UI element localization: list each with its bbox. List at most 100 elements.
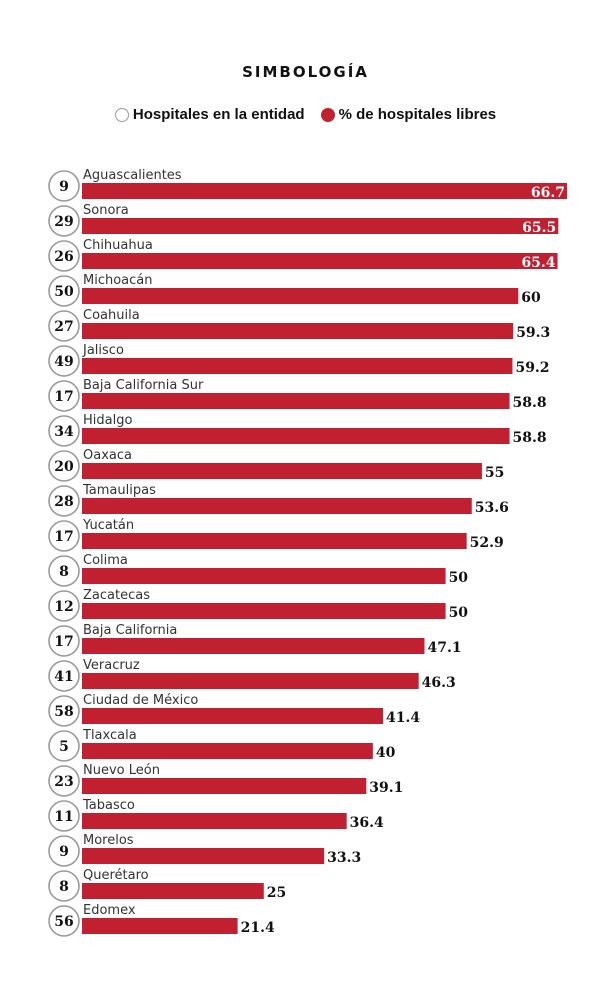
count-label: 11 [54,809,73,825]
legend-label-hospital-count: Hospitales en la entidad [132,106,305,123]
category-label: Tlaxcala [82,728,137,743]
count-circle [48,310,80,342]
value-label: 50 [449,570,469,586]
value-label: 33.3 [327,850,361,866]
bar [82,428,510,444]
count-circle [48,380,80,412]
bar [82,498,472,514]
count-label: 49 [54,354,73,370]
bar [82,638,425,654]
value-label: 55 [485,465,504,481]
value-label: 36.4 [350,815,384,831]
bar [82,288,519,304]
count-circle [48,555,80,587]
category-label: Chihuahua [83,238,153,253]
legend: Hospitales en la entidad % de hospitales… [0,106,611,123]
bar [82,883,264,899]
value-label: 53.6 [475,500,509,516]
bar [82,568,446,584]
category-label: Zacatecas [83,588,150,603]
count-label: 50 [54,284,74,300]
value-label: 47.1 [427,640,461,656]
bar [82,848,325,864]
count-label: 28 [54,494,73,510]
count-label: 17 [54,634,73,650]
category-label: Hidalgo [83,413,132,428]
chart-title: SIMBOLOGÍA [242,63,369,81]
bar [82,253,558,269]
category-label: Coahuila [83,308,140,323]
category-label: Sonora [83,203,129,218]
count-label: 58 [54,704,73,720]
count-label: 41 [54,669,73,685]
count-circle [48,660,80,692]
category-label: Yucatán [82,518,134,533]
count-label: 9 [59,844,69,860]
count-circle [48,835,80,867]
value-label: 50 [449,605,469,621]
bar [82,708,384,724]
category-label: Jalisco [82,343,124,358]
bar [82,603,446,619]
count-circle [48,205,80,237]
value-label: 40 [376,745,396,761]
count-circle [48,520,80,552]
count-label: 17 [54,529,73,545]
count-circle [48,275,80,307]
count-label: 8 [59,564,69,580]
count-label: 34 [54,424,74,440]
value-label: 41.4 [386,710,420,726]
category-label: Michoacán [83,273,153,288]
count-circle [48,800,80,832]
bar [82,393,510,409]
count-circle [48,695,80,727]
count-circle [48,590,80,622]
category-label: Tabasco [82,798,135,813]
category-label: Baja California [83,623,177,638]
bar [82,358,513,374]
bar [82,673,419,689]
bar [82,743,373,759]
bar [82,813,347,829]
legend-label-percent-free: % de hospitales libres [338,106,497,123]
count-label: 20 [54,459,74,475]
bar [82,323,514,339]
value-label: 58.8 [513,430,547,446]
count-circle [48,765,80,797]
category-label: Oaxaca [83,448,132,463]
category-label: Colima [83,553,128,568]
category-label: Ciudad de México [83,693,198,708]
bar [82,778,367,794]
value-label: 21.4 [241,920,275,936]
bar [82,918,238,934]
count-label: 9 [59,179,69,195]
count-label: 26 [54,249,73,265]
count-label: 27 [54,319,73,335]
count-circle [48,450,80,482]
count-label: 23 [54,774,73,790]
count-label: 17 [54,389,73,405]
legend-item-percent-free: % de hospitales libres [320,106,497,123]
count-circle [48,625,80,657]
count-circle [48,870,80,902]
value-label: 39.1 [369,780,403,796]
filled-circle-icon [320,107,335,122]
count-circle [48,345,80,377]
count-circle [48,905,80,937]
count-label: 12 [54,599,73,615]
legend-item-hospital-count: Hospitales en la entidad [114,106,305,123]
category-label: Querétaro [83,868,149,883]
count-circle [48,240,80,272]
value-label: 60 [521,290,541,306]
category-label: Tamaulipas [82,483,156,498]
bar [82,533,467,549]
value-label: 65.5 [522,220,556,236]
count-label: 5 [59,739,69,755]
value-label: 65.4 [521,255,555,271]
bar [82,218,559,234]
value-label: 59.2 [515,360,549,376]
outline-circle-icon [114,107,129,122]
count-label: 8 [59,879,69,895]
category-label: Aguascalientes [83,168,182,183]
